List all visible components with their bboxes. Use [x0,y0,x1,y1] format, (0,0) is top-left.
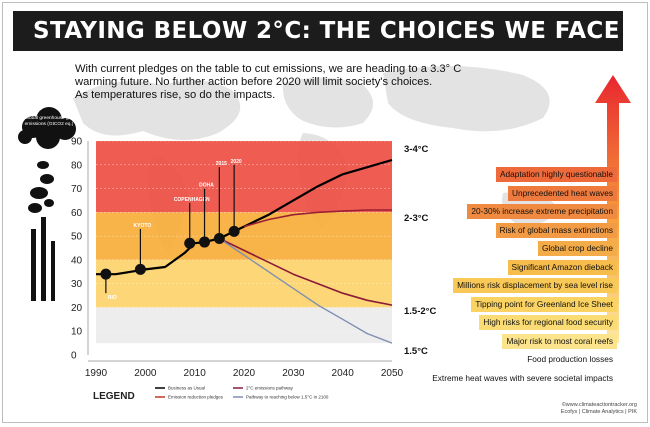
y-tick-label: 60 [71,208,83,219]
series-2-c-emissions-pathway [218,237,393,306]
event-marker-2015 [213,232,225,244]
end-label-1-5-c: 1.5°C [404,346,428,357]
series-emission-reduction-pledges [243,209,392,228]
impact-item: Unprecedented heat waves [507,185,617,201]
band-3-4-c [96,141,392,213]
event-label-copenhagen: COPENHAGEN [174,197,210,203]
y-tick-label: 30 [71,279,83,290]
legend-label-business-as-usual: Business as Usual [168,386,205,391]
y-tick-label: 70 [71,184,83,195]
event-marker-doha [199,236,211,248]
y-tick-label: 0 [71,351,77,362]
smokestacks [28,161,55,301]
temperature-end-labels: 3-4°C 2-3°C 1.5-2°C 1.5°C [404,144,436,357]
impact-item: Millions risk displacement by sea level … [453,278,617,293]
climate-events: RIO KYOTO COPENHAGEN DOHA 2015 2020 [100,159,242,301]
legend: LEGEND Business as Usual 2°C emissions pat… [93,386,329,402]
x-tick-label: 2020 [233,368,256,379]
impact-item: 20-30% increase extreme precipitation [467,204,617,219]
end-label-1-5-2-c: 1.5-2°C [404,306,436,317]
legend-label-2-c-emissions-pathway: 2°C emissions pathway [246,386,294,391]
intro-line: warming future. No further action before… [75,76,433,88]
legend-label-emission-reduction-pledges: Emission reduction pledges [168,395,224,400]
impact-item: Major risk to most coral reefs [502,333,617,349]
impact-item: Extreme heat waves with severe societal … [428,370,617,386]
y-tick-label: 20 [71,303,83,314]
x-tick-label: 2010 [184,368,207,379]
event-label-rio: RIO [108,295,117,301]
end-label-3-4-c: 3-4°C [404,144,429,155]
impact-item: Adaptation highly questionable [495,167,617,182]
intro-line: As temperatures rise, so do the impacts. [75,89,276,101]
y-tick-label: 50 [71,232,83,243]
x-tick-label: 2030 [282,368,305,379]
impact-item: Significant Amazon dieback [507,259,617,275]
intro-text: With current pledges on the table to cut… [75,63,475,102]
credit-organizations: Ecofys | Climate Analytics | PIK [560,409,637,415]
x-tick-label: 2050 [381,368,404,379]
series-pathway-to-reaching-below-1-5-c-in-2100 [218,237,393,344]
impact-item: Food production losses [523,352,617,367]
y-tick-label: 90 [71,137,83,148]
credit-source: ©www.climateactiontracker.org [561,402,637,408]
event-label-2015: 2015 [216,161,227,167]
cloud-label: Global greenhouse gas emissions (GtCO2 e… [24,116,74,127]
impact-item: High risks for regional food security [479,315,617,330]
chart-grid [96,140,392,332]
event-marker-rio [100,268,112,280]
legend-title: LEGEND [93,391,135,402]
title-bar: STAYING BELOW 2°C: THE CHOICES WE FACE [13,11,623,51]
impact-item: Tipping point for Greenland Ice Sheet [471,296,617,312]
end-label-2-3-c: 2-3°C [404,213,429,224]
y-tick-label: 10 [71,327,83,338]
emissions-cloud [18,107,76,149]
band-1-5-c [96,307,392,344]
event-marker-2020 [228,225,240,237]
impact-item: Global crop decline [537,241,617,256]
event-label-doha: DOHA [199,183,214,189]
y-tick-label: 80 [71,160,83,171]
event-marker-kyoto [134,263,146,275]
infographic: RIO KYOTO COPENHAGEN DOHA 2015 2020 0 10 20 30 40… [2,2,648,423]
impact-item: Risk of global mass extinctions [495,222,617,238]
event-label-2020: 2020 [231,159,242,165]
intro-line: With current pledges on the table to cut… [75,63,462,75]
x-tick-label: 2040 [332,368,355,379]
event-marker-copenhagen [184,237,196,249]
legend-label-pathway-to-reaching-below-1-5-c-in-2100: Pathway to reaching below 1.5°C in 2100 [246,395,329,400]
event-label-kyoto: KYOTO [134,223,152,229]
x-tick-label: 2000 [134,368,157,379]
page-title: STAYING BELOW 2°C: THE CHOICES WE FACE [33,18,620,44]
credit: ©www.climateactiontracker.org Ecofys | C… [537,402,637,416]
x-tick-label: 1990 [85,368,108,379]
y-tick-label: 40 [71,255,83,266]
